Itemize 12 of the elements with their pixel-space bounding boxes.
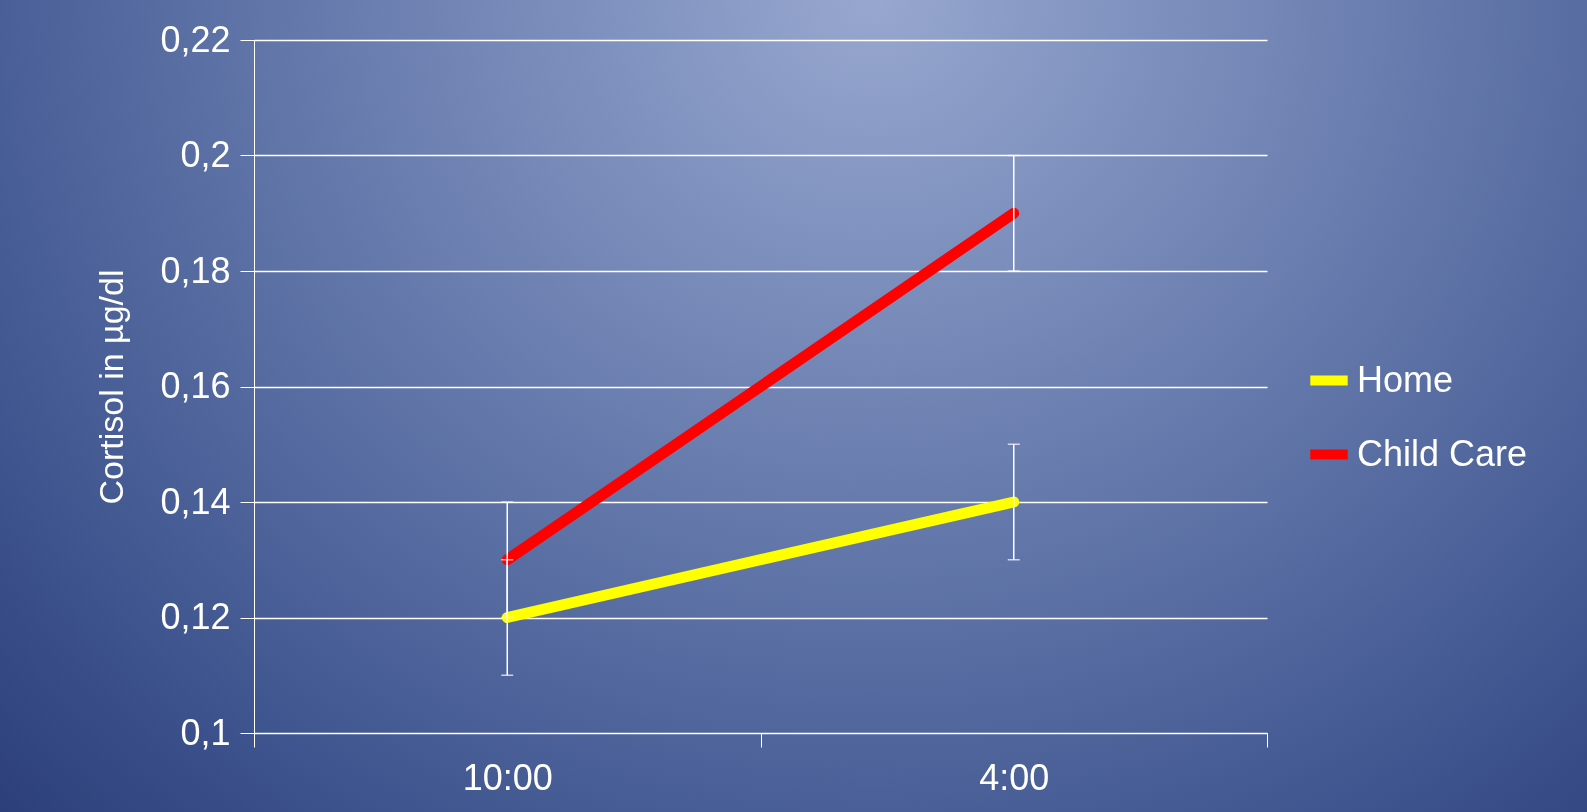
y-tick-label: 0,16 (160, 365, 231, 406)
y-tick-label: 0,12 (160, 596, 231, 637)
x-tick-label: 4:00 (979, 756, 1050, 798)
y-tick-label: 0,1 (180, 711, 231, 753)
y-tick-label: 0,2 (180, 134, 231, 175)
y-tick-label: 0,14 (160, 480, 231, 522)
y-tick-label: 0,18 (160, 249, 231, 291)
legend-label: Child Care (1357, 432, 1528, 474)
legend-label: Home (1357, 358, 1454, 400)
x-tick-label: 10:00 (462, 756, 553, 798)
y-tick-label: 0,22 (160, 18, 231, 60)
y-axis-title: Cortisol in µg/dl (92, 269, 131, 505)
